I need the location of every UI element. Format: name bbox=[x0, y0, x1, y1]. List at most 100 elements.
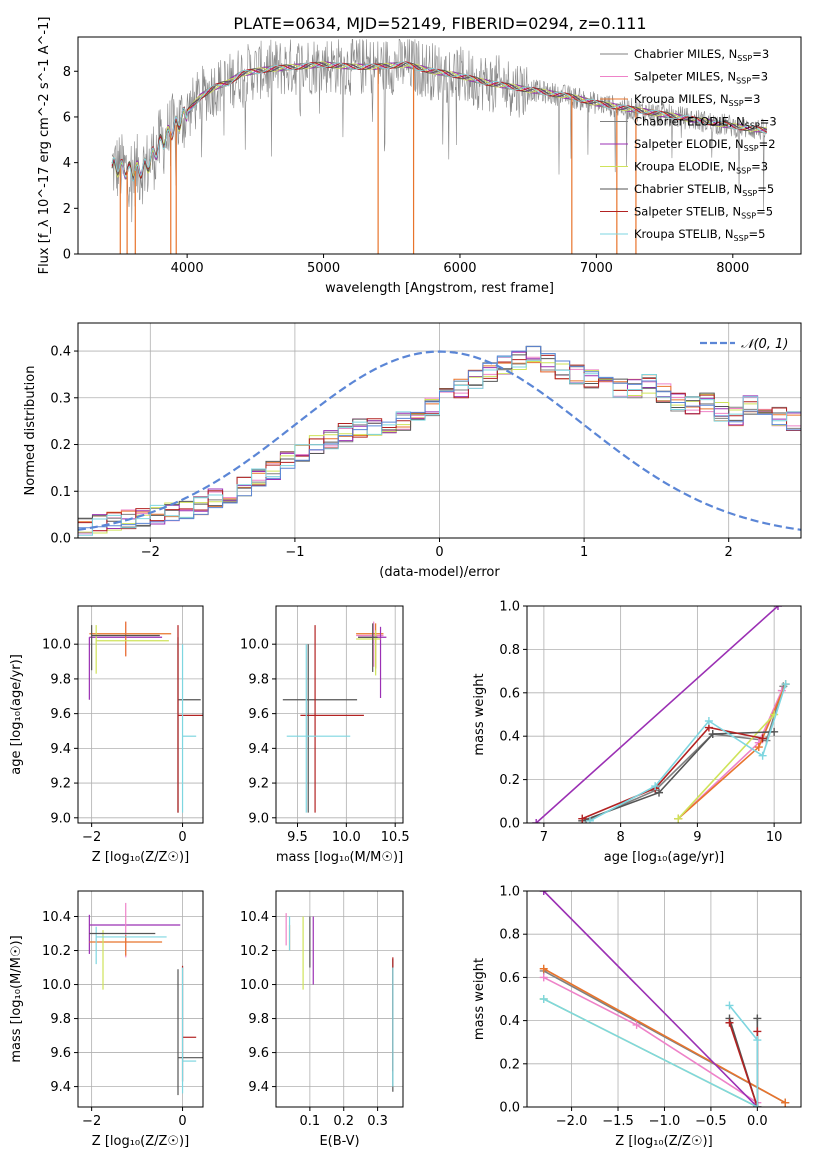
mass-weight-marker bbox=[753, 1027, 762, 1036]
x-tick-label: −2 bbox=[82, 830, 101, 845]
model-spectrum bbox=[111, 61, 768, 180]
error-bar bbox=[91, 625, 160, 671]
y-tick-label: 9.6 bbox=[50, 1046, 71, 1061]
x-tick-label: 10 bbox=[766, 830, 783, 845]
x-tick-label: −1 bbox=[285, 545, 304, 560]
plot-area bbox=[78, 891, 203, 1107]
y-tick-label: 9.4 bbox=[50, 1080, 71, 1095]
y-tick-label: 0.3 bbox=[50, 391, 71, 406]
x-tick-label: 0.1 bbox=[300, 1114, 321, 1129]
mass-weight-marker bbox=[753, 1036, 762, 1045]
y-tick-label: 10.2 bbox=[42, 944, 71, 959]
mass-weight-marker bbox=[539, 964, 548, 973]
y-tick-label: 6 bbox=[63, 110, 71, 125]
legend-label: Salpeter ELODIE, NSSP=2 bbox=[634, 137, 776, 153]
mass-weight-line bbox=[543, 891, 758, 1107]
mass-weight-marker bbox=[773, 606, 782, 610]
mass-weight-marker bbox=[532, 819, 541, 823]
mass-weight-marker bbox=[539, 995, 548, 1003]
x-axis-label: (data-model)/error bbox=[379, 565, 500, 580]
y-tick-label: 0.1 bbox=[50, 485, 71, 500]
x-tick-label: −2.0 bbox=[556, 1114, 588, 1129]
normal-curve bbox=[78, 350, 801, 531]
x-tick-label: −0.5 bbox=[695, 1114, 727, 1129]
mass-weight-line bbox=[543, 968, 786, 1104]
error-bar bbox=[356, 623, 384, 669]
y-tick-label: 0.0 bbox=[499, 1101, 520, 1116]
panel-mass_vs_Z: −2 0 9.4 9.6 9.8 10.0 10.2 10.4 Z [log₁₀(Z/Z☉)] m… bbox=[9, 890, 204, 1149]
mass-weight-marker bbox=[770, 710, 779, 719]
y-tick-label: 2 bbox=[63, 202, 71, 217]
error-bar bbox=[356, 621, 384, 667]
error-bar bbox=[177, 969, 203, 1096]
mass-weight-marker bbox=[725, 1001, 734, 1010]
x-tick-label: −2 bbox=[141, 545, 160, 560]
x-tick-label: 8 bbox=[616, 830, 624, 845]
y-tick-label: 9.2 bbox=[248, 777, 269, 792]
x-tick-label: 0 bbox=[178, 830, 186, 845]
y-tick-label: 9.6 bbox=[248, 1046, 269, 1061]
y-tick-label: 9.4 bbox=[248, 1080, 269, 1095]
panel-age_vs_mass: 9.5 10.0 10.5 9.0 9.2 9.4 9.6 9.8 10.0 mass [log₁… bbox=[240, 605, 410, 865]
mass-weight-marker bbox=[754, 743, 763, 752]
plot-area bbox=[111, 38, 768, 254]
x-tick-label: 7 bbox=[540, 830, 548, 845]
mass-weight-line bbox=[677, 713, 775, 820]
x-axis-label: age [log₁₀(age/yr)] bbox=[604, 850, 725, 865]
legend-label: Chabrier ELODIE, NSSP=3 bbox=[634, 115, 777, 131]
y-axis-label: mass [log₁₀(M/M☉)] bbox=[9, 935, 24, 1062]
error-bar bbox=[181, 644, 197, 813]
panel-mass_weight_vs_Z: −2.0 −1.5 −1.0 −0.5 0.0 0.0 0.2 0.4 0.6 0.8 1.0 Z [… bbox=[472, 885, 802, 1149]
y-tick-label: 9.0 bbox=[248, 811, 269, 826]
y-tick-label: 10.0 bbox=[240, 978, 269, 993]
y-tick-label: 9.2 bbox=[50, 777, 71, 792]
plot-area bbox=[276, 891, 403, 1107]
y-tick-label: 4 bbox=[63, 156, 71, 171]
axes-frame bbox=[77, 890, 204, 1108]
residual-histogram bbox=[78, 354, 801, 532]
mass-weight-marker bbox=[578, 814, 587, 823]
model-spectrum bbox=[111, 61, 767, 182]
y-tick-label: 0.2 bbox=[499, 1057, 520, 1072]
error-bar bbox=[95, 926, 167, 965]
legend-label: Chabrier STELIB, NSSP=5 bbox=[634, 182, 774, 198]
x-tick-label: −1.5 bbox=[602, 1114, 634, 1129]
x-tick-label: 8000 bbox=[716, 261, 749, 276]
panel-residuals: −2 −1 0 1 2 0.0 0.1 0.2 0.3 0.4 (data-model)/error… bbox=[23, 322, 802, 580]
axes-frame bbox=[77, 322, 802, 539]
y-tick-label: 9.6 bbox=[248, 707, 269, 722]
mass-weight-marker bbox=[758, 751, 767, 760]
mass-weight-marker bbox=[708, 730, 717, 739]
y-axis-label: mass weight bbox=[472, 958, 487, 1040]
x-tick-label: 6000 bbox=[443, 261, 476, 276]
y-tick-label: 9.8 bbox=[248, 672, 269, 687]
panel-age_vs_Z: −2 0 9.0 9.2 9.4 9.6 9.8 10.0 Z [log₁₀(Z/Z☉)] age… bbox=[9, 605, 204, 865]
error-bar bbox=[181, 965, 197, 1082]
residual-histogram bbox=[78, 345, 801, 529]
axes-frame bbox=[275, 890, 404, 1108]
x-tick-label: 1 bbox=[580, 545, 588, 560]
legend-label: Kroupa MILES, NSSP=3 bbox=[634, 92, 760, 108]
error-bar bbox=[177, 625, 203, 813]
x-tick-label: 10.0 bbox=[332, 830, 361, 845]
y-tick-label: 9.0 bbox=[50, 811, 71, 826]
legend-label: Chabrier MILES, NSSP=3 bbox=[634, 47, 769, 63]
axes-frame bbox=[77, 36, 802, 255]
panel-mass_vs_ebv: 0.1 0.2 0.3 9.4 9.6 9.8 10.0 10.2 10.4 E(B-V) bbox=[240, 890, 404, 1149]
panel-mass_weight_vs_age: 7 8 9 10 0.0 0.2 0.4 0.6 0.8 1.0 age [log₁₀(age/yr… bbox=[472, 600, 802, 865]
mass-weight-line bbox=[581, 731, 775, 822]
error-bar bbox=[282, 644, 358, 813]
error-bar bbox=[300, 625, 364, 813]
residual-histogram bbox=[78, 353, 801, 536]
y-tick-label: 9.6 bbox=[50, 707, 71, 722]
x-tick-label: 0 bbox=[435, 545, 443, 560]
y-tick-label: 0.4 bbox=[499, 730, 520, 745]
mass-weight-marker bbox=[758, 734, 767, 743]
plot-area bbox=[527, 891, 801, 1107]
y-tick-label: 0.8 bbox=[499, 643, 520, 658]
y-tick-label: 0.6 bbox=[499, 686, 520, 701]
y-tick-label: 10.0 bbox=[42, 978, 71, 993]
x-tick-label: 5000 bbox=[307, 261, 340, 276]
residual-histogram bbox=[78, 345, 801, 528]
